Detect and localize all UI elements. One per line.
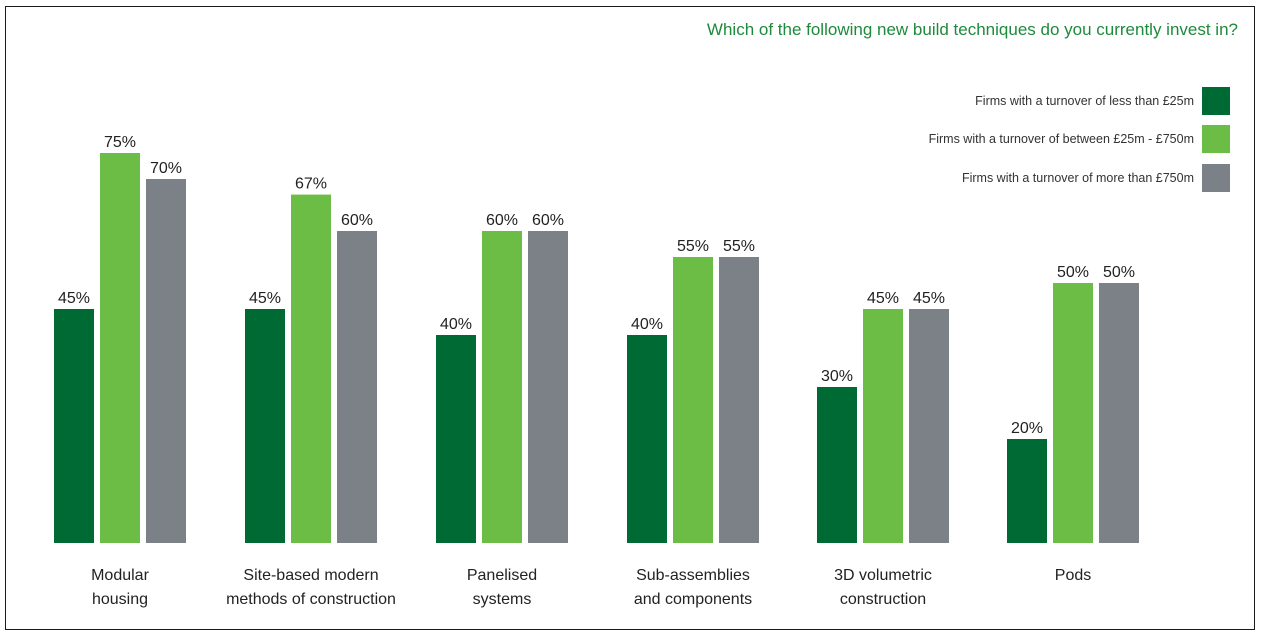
category-label: Site-based modern <box>243 567 378 584</box>
category-label: Modular <box>91 567 149 584</box>
data-label: 20% <box>1011 420 1043 437</box>
category-label: construction <box>840 591 926 608</box>
data-label: 45% <box>58 290 90 307</box>
legend: Firms with a turnover of less than £25m … <box>810 87 1230 207</box>
data-label: 55% <box>677 238 709 255</box>
bar <box>291 194 331 543</box>
bar <box>245 309 285 543</box>
bar <box>436 335 476 543</box>
bar <box>673 257 713 543</box>
bar <box>100 153 140 543</box>
legend-swatch <box>1202 125 1230 153</box>
data-label: 30% <box>821 368 853 385</box>
data-label: 40% <box>631 316 663 333</box>
data-label: 75% <box>104 134 136 151</box>
data-label: 45% <box>249 290 281 307</box>
data-label: 60% <box>532 212 564 229</box>
chart-title: Which of the following new build techniq… <box>706 20 1238 39</box>
bar <box>719 257 759 543</box>
bar <box>627 335 667 543</box>
data-label: 50% <box>1057 264 1089 281</box>
legend-item-small-firms: Firms with a turnover of less than £25m <box>975 87 1230 115</box>
chart-frame: Which of the following new build techniq… <box>5 6 1255 630</box>
category-label: systems <box>473 591 532 608</box>
legend-swatch <box>1202 164 1230 192</box>
category-label: housing <box>92 591 148 608</box>
category-label: Pods <box>1055 567 1091 584</box>
data-label: 67% <box>295 176 327 193</box>
category-label: Panelised <box>467 567 537 584</box>
bar <box>1007 439 1047 543</box>
bar-chart-plot: 45% 75% 70% Modular housing 45% 67% 60% Site-bas… <box>54 134 1139 608</box>
data-label: 40% <box>440 316 472 333</box>
bar <box>1053 283 1093 543</box>
bar <box>1099 283 1139 543</box>
data-label: 45% <box>867 290 899 307</box>
bar <box>337 231 377 543</box>
data-label: 50% <box>1103 264 1135 281</box>
bar <box>817 387 857 543</box>
legend-item-mid-firms: Firms with a turnover of between £25m - … <box>929 125 1230 153</box>
data-label: 70% <box>150 160 182 177</box>
category-label: Sub-assemblies <box>636 567 750 584</box>
data-label: 55% <box>723 238 755 255</box>
data-label: 60% <box>341 212 373 229</box>
data-label: 60% <box>486 212 518 229</box>
category-label: methods of construction <box>226 591 396 608</box>
bar <box>909 309 949 543</box>
bar <box>528 231 568 543</box>
category-label: and components <box>634 591 752 608</box>
bar <box>146 179 186 543</box>
bar <box>863 309 903 543</box>
legend-swatch <box>1202 87 1230 115</box>
data-label: 45% <box>913 290 945 307</box>
legend-item-large-firms: Firms with a turnover of more than £750m <box>962 164 1230 192</box>
legend-label: Firms with a turnover of less than £25m <box>975 94 1194 108</box>
legend-label: Firms with a turnover of between £25m - … <box>928 132 1194 146</box>
category-label: 3D volumetric <box>834 567 932 584</box>
bar <box>482 231 522 543</box>
bar <box>54 309 94 543</box>
legend-label: Firms with a turnover of more than £750m <box>961 171 1194 185</box>
